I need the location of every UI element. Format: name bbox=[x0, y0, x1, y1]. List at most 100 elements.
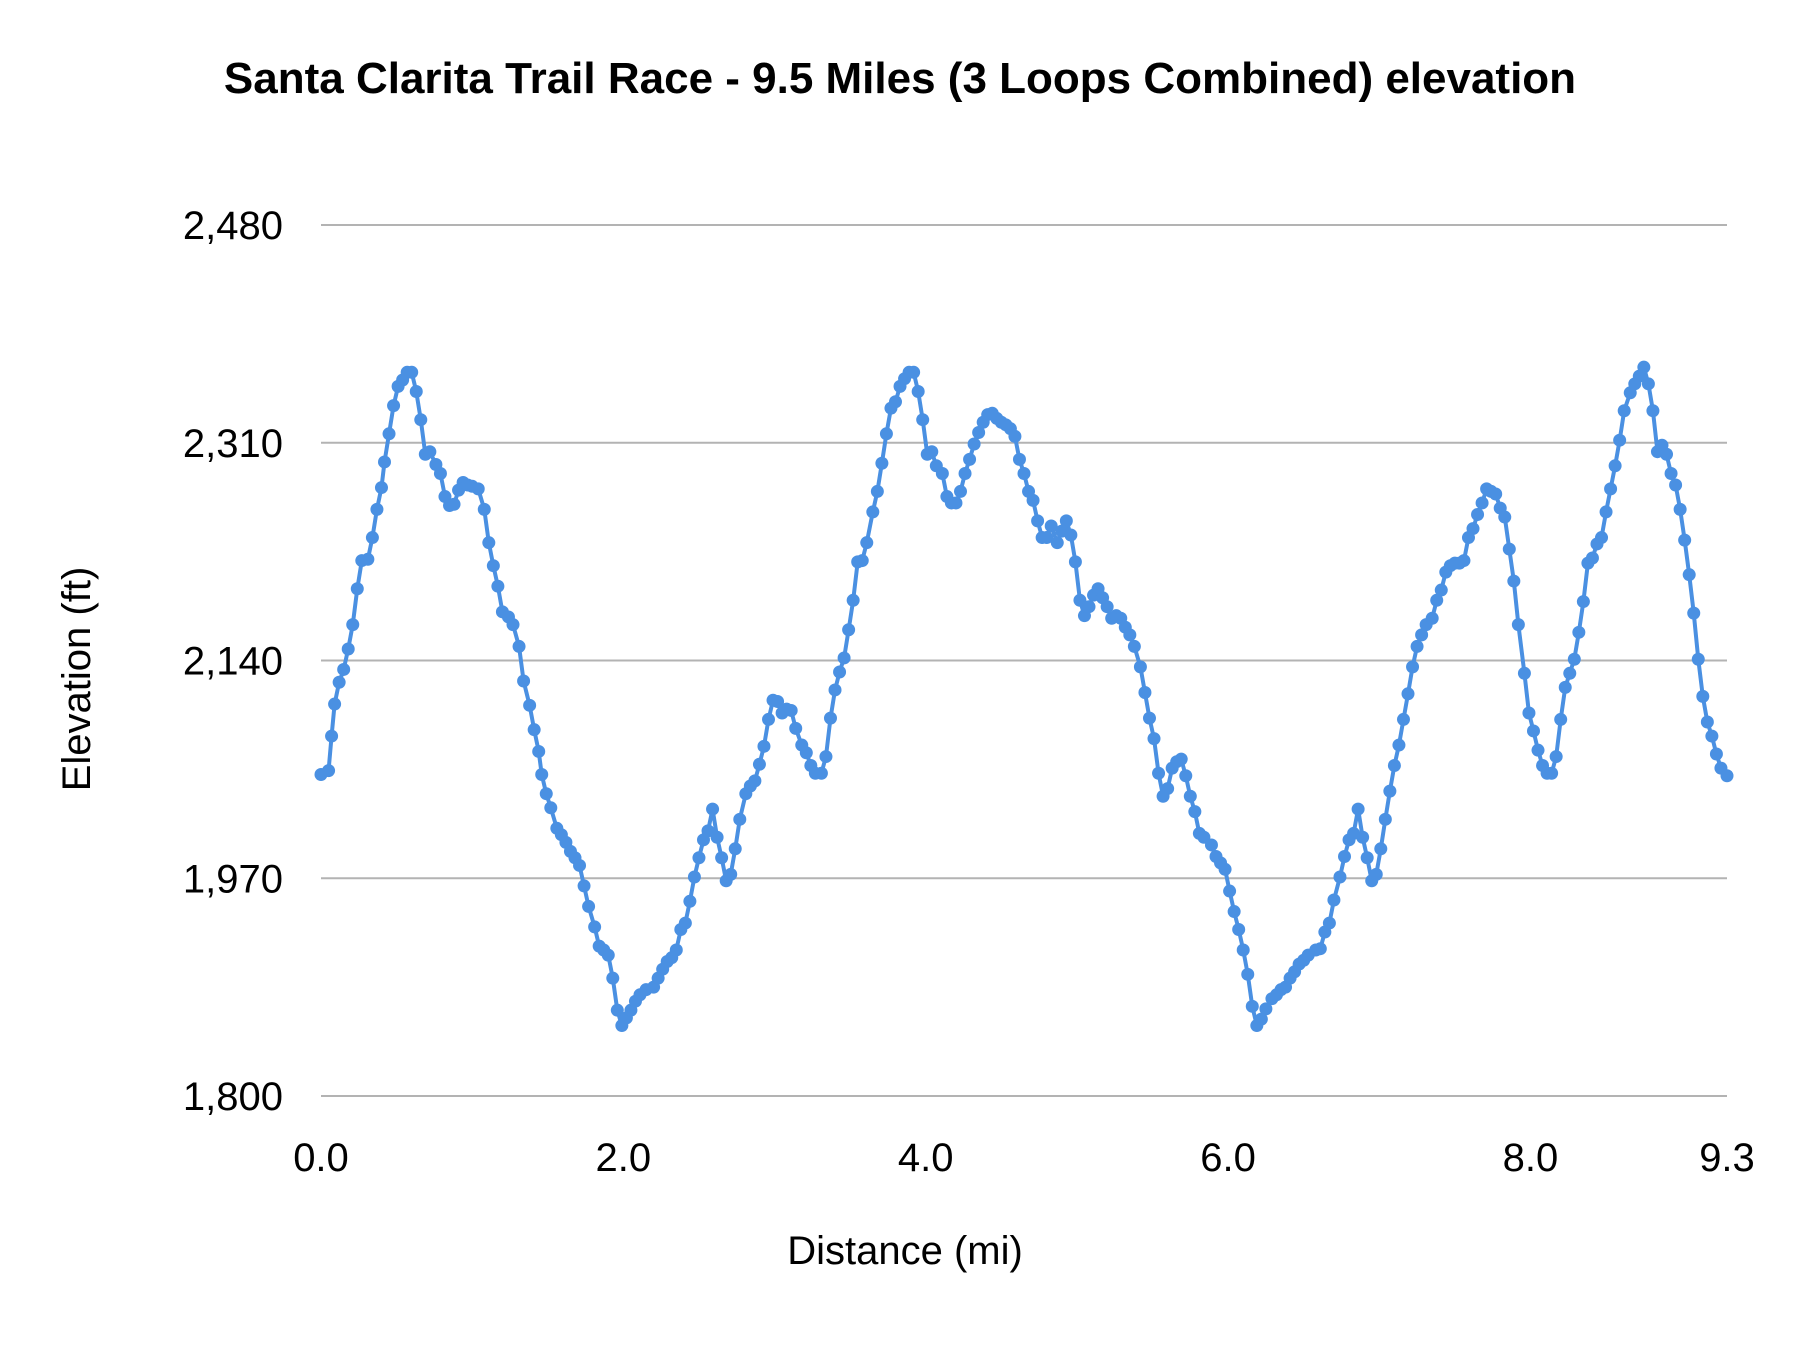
data-point bbox=[925, 445, 939, 459]
data-point bbox=[1360, 851, 1374, 865]
data-point bbox=[1595, 531, 1609, 545]
data-point bbox=[1378, 812, 1392, 826]
data-point bbox=[1410, 639, 1424, 653]
data-point bbox=[544, 801, 558, 815]
x-tick-label: 0.0 bbox=[293, 1136, 349, 1180]
y-axis-ticks: 2,480 2,310 2,140 1,970 1,800 bbox=[183, 204, 283, 1119]
data-point bbox=[532, 744, 546, 758]
data-point bbox=[1696, 689, 1710, 703]
data-point bbox=[762, 712, 776, 726]
data-point bbox=[911, 385, 925, 399]
data-point bbox=[1425, 611, 1439, 625]
data-point bbox=[365, 531, 379, 545]
data-point bbox=[535, 767, 549, 781]
data-point bbox=[1188, 805, 1202, 819]
data-point bbox=[506, 618, 520, 632]
data-point bbox=[949, 496, 963, 510]
data-point bbox=[972, 426, 986, 440]
data-point bbox=[875, 456, 889, 470]
data-point bbox=[1531, 743, 1545, 757]
data-point bbox=[539, 787, 553, 801]
data-point bbox=[1322, 916, 1336, 930]
data-point bbox=[1008, 429, 1022, 443]
data-point bbox=[1333, 870, 1347, 884]
data-point bbox=[916, 413, 930, 427]
data-point bbox=[1232, 922, 1246, 936]
data-point bbox=[819, 750, 833, 764]
data-point bbox=[1669, 478, 1683, 492]
data-point bbox=[1511, 618, 1525, 632]
data-point bbox=[1236, 943, 1250, 957]
data-point bbox=[1064, 528, 1078, 542]
data-point bbox=[879, 427, 893, 441]
data-point bbox=[1457, 554, 1471, 568]
data-point bbox=[1369, 867, 1383, 881]
data-point bbox=[405, 365, 419, 379]
data-point bbox=[1471, 507, 1485, 521]
data-point bbox=[1489, 487, 1503, 501]
data-point bbox=[1415, 628, 1429, 642]
data-point bbox=[601, 948, 615, 962]
y-tick-label: 1,970 bbox=[183, 857, 283, 901]
data-point bbox=[1374, 842, 1388, 856]
data-point bbox=[328, 697, 342, 711]
data-point bbox=[1179, 769, 1193, 783]
data-point bbox=[409, 385, 423, 399]
data-point bbox=[1245, 999, 1259, 1013]
data-point bbox=[1646, 404, 1660, 418]
data-point bbox=[678, 916, 692, 930]
data-point bbox=[1218, 862, 1232, 876]
series-elevation bbox=[314, 360, 1734, 1033]
data-point bbox=[728, 842, 742, 856]
x-tick-label: 9.3 bbox=[1699, 1136, 1755, 1180]
data-point bbox=[423, 445, 437, 459]
data-point bbox=[1383, 784, 1397, 798]
data-point bbox=[860, 536, 874, 550]
data-point bbox=[341, 642, 355, 656]
data-point bbox=[1204, 838, 1218, 852]
data-point bbox=[482, 536, 496, 550]
data-point bbox=[523, 698, 537, 712]
data-point bbox=[477, 502, 491, 516]
data-point bbox=[669, 943, 683, 957]
data-point bbox=[814, 766, 828, 780]
data-point bbox=[1720, 769, 1734, 783]
data-point bbox=[1174, 752, 1188, 766]
y-axis-title: Elevation (ft) bbox=[55, 567, 99, 792]
data-point bbox=[1396, 712, 1410, 726]
data-point bbox=[1356, 830, 1370, 844]
data-point bbox=[1138, 686, 1152, 700]
data-point bbox=[1073, 593, 1087, 607]
data-point bbox=[1401, 687, 1415, 701]
data-point bbox=[771, 694, 785, 708]
data-point bbox=[1313, 942, 1327, 956]
data-point bbox=[692, 851, 706, 865]
y-tick-label: 1,800 bbox=[183, 1075, 283, 1119]
data-point bbox=[833, 665, 847, 679]
data-point bbox=[1161, 782, 1175, 796]
data-point bbox=[1059, 514, 1073, 528]
x-tick-label: 4.0 bbox=[898, 1136, 954, 1180]
data-point bbox=[1123, 628, 1137, 642]
data-point bbox=[1466, 522, 1480, 536]
data-point bbox=[1576, 595, 1590, 609]
gridlines bbox=[321, 224, 1727, 1097]
data-point bbox=[1526, 724, 1540, 738]
data-point bbox=[588, 920, 602, 934]
data-point bbox=[377, 455, 391, 469]
data-point bbox=[486, 559, 500, 573]
data-point bbox=[1254, 1012, 1268, 1026]
x-tick-label: 2.0 bbox=[596, 1136, 652, 1180]
data-point bbox=[1664, 466, 1678, 480]
data-point bbox=[350, 582, 364, 596]
data-point bbox=[1498, 510, 1512, 524]
data-point bbox=[1700, 715, 1714, 729]
data-point bbox=[1127, 639, 1141, 653]
data-point bbox=[1549, 750, 1563, 764]
data-point bbox=[1475, 496, 1489, 510]
data-point bbox=[724, 867, 738, 881]
data-point bbox=[1613, 433, 1627, 447]
data-point bbox=[1678, 533, 1692, 547]
data-point bbox=[1687, 606, 1701, 620]
data-point bbox=[954, 484, 968, 498]
